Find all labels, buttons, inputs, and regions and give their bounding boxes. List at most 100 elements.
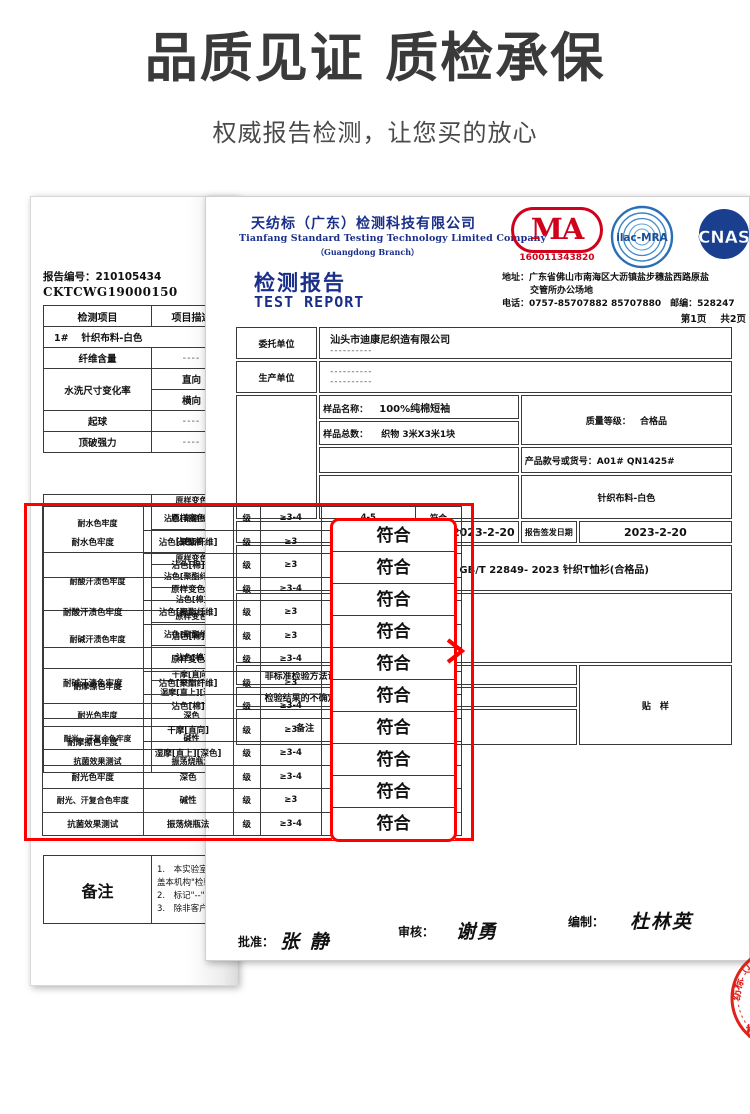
- test-unit: 级: [232, 576, 261, 601]
- cma-logo: MA 160011343820: [511, 207, 603, 269]
- quality-label: 质量等级：: [585, 416, 631, 427]
- test-unit: 级: [232, 529, 261, 554]
- table-row: 1# 针织布料-白色: [43, 326, 232, 348]
- test-group-label: 抗菌效果测试: [42, 811, 144, 836]
- sample-count-value: 织物 3米X3米1块: [381, 429, 456, 440]
- verdict-overlay-item: 符合: [332, 744, 455, 776]
- ilac-mra-icon: ilac-MRA: [610, 205, 674, 269]
- client-dash: ----------: [330, 345, 373, 356]
- ilac-mra-logo: ilac-MRA: [610, 205, 674, 269]
- test-unit: 级: [232, 764, 261, 789]
- test-sub-item: 深色: [142, 764, 234, 789]
- left-items-table: 检测项目 项目描述 1# 针织布料-白色 纤维含量 ---- 水洗尺寸变化率 直…: [43, 305, 232, 453]
- company-branch-en: （Guangdong Branch）: [316, 247, 420, 257]
- test-standard: ≥3-4: [259, 506, 322, 531]
- test-sub-item: 沾色[棉]: [142, 623, 234, 648]
- test-unit: 级: [232, 553, 261, 578]
- remark-note-3: 2. 标记"--"的测: [157, 890, 222, 901]
- table-row-sample-count: 样品总数： 织物 3米X3米1块: [236, 421, 732, 445]
- annotation-arrow-icon: [446, 638, 470, 664]
- address-line-2: 交管所办公场地: [530, 286, 594, 296]
- quality-grade-cell: 质量等级： 合格品: [520, 395, 732, 445]
- page-current: 第1页: [680, 314, 707, 325]
- cma-logo-text: MA: [530, 212, 585, 246]
- test-unit: 级: [232, 694, 261, 719]
- left-remark-table: 备注 1. 本实验室根据 盖本机构"检验检 2. 标记"--"的测 3. 除非客…: [43, 855, 232, 924]
- report-title-en: TEST REPORT: [254, 293, 365, 311]
- verdict-overlay-item: 符合: [332, 520, 455, 552]
- test-group-label: 耐摩擦色牢度: [42, 717, 144, 766]
- prepare-signature: 杜林英: [630, 911, 694, 933]
- test-sub-item: 沾色[聚酯纤维]: [142, 600, 234, 625]
- left-report-number-value: 210105434: [95, 271, 162, 283]
- test-standard: ≥3: [259, 600, 322, 625]
- test-sub-item: 沾色[聚酯纤维]: [142, 529, 234, 554]
- test-standard: ≥3: [259, 553, 322, 578]
- company-address-block: 地址：广东省佛山市南海区大沥镇盐步穗盐西路原盐 交管所办公场地 电话：0757-…: [502, 272, 750, 311]
- table-row: 水洗尺寸变化率 直向: [43, 368, 232, 411]
- cnas-logo: CNAS: [684, 207, 750, 265]
- cma-certificate-number: 160011343820: [519, 253, 595, 263]
- approve-signature: 张 静: [280, 931, 331, 953]
- sample-name-label: 样品名称：: [323, 404, 369, 415]
- model-label: 产品款号或货号：: [524, 456, 597, 467]
- test-sub-item: 沾色[棉]: [142, 694, 234, 719]
- test-sub-item: 沾色[棉]: [142, 553, 234, 578]
- prepare-label: 编制：: [568, 915, 605, 929]
- test-sub-item: 原样变色: [142, 506, 234, 531]
- col-header-item: 检测项目: [43, 305, 152, 327]
- spacer-cell: [236, 395, 318, 519]
- verdict-overlay-item: 符合: [332, 584, 455, 616]
- test-unit: 级: [232, 741, 261, 766]
- left-report-code: CKTCWG19000150: [43, 285, 178, 299]
- test-unit: 级: [232, 647, 261, 672]
- table-row-sample: 样品名称： 100%纯棉短袖 质量等级： 合格品: [236, 395, 732, 519]
- hero-banner: 品质见证 质检承保 权威报告检测，让您买的放心: [0, 0, 750, 175]
- row-label-fiber: 纤维含量: [43, 347, 152, 369]
- test-sub-item: 原样变色: [142, 576, 234, 601]
- verdict-overlay-item: 符合: [332, 680, 455, 712]
- address-text-1: 广东省佛山市南海区大沥镇盐步穗盐西路原盐: [529, 273, 710, 283]
- test-group-label: 耐光色牢度: [42, 764, 144, 789]
- quality-value: 合格品: [639, 416, 667, 427]
- test-unit: 级: [232, 670, 261, 695]
- remark-note-2: 盖本机构"检验检: [157, 877, 221, 888]
- test-standard: ≥3: [259, 529, 322, 554]
- table-row: 顶破强力 ----: [43, 431, 232, 453]
- test-standard: ≥3-4: [259, 576, 322, 601]
- remark-note-4: 3. 除非客户要求: [157, 903, 225, 914]
- remark-label: 备注: [43, 855, 152, 924]
- issue-date-value: 2023-2-20: [578, 521, 732, 543]
- test-unit: 级: [232, 600, 261, 625]
- page-title: 品质见证 质检承保: [144, 28, 606, 89]
- model-cell: 产品款号或货号：A01# QN1425#: [520, 447, 732, 473]
- report-title-cn: 检测报告: [254, 271, 346, 295]
- issue-date-label: 报告签发日期: [520, 521, 577, 543]
- test-sub-item: 干摩[直向]: [142, 717, 234, 742]
- test-standard: ≥3-4: [259, 741, 322, 766]
- test-sub-item: 湿摩[直上][深色]: [142, 741, 234, 766]
- producer-dash-2: ----------: [330, 377, 373, 387]
- svg-text:CNAS: CNAS: [698, 228, 750, 248]
- svg-text:检测专用章: 检测专用章: [746, 1023, 750, 1040]
- test-standard: ≥3-4: [259, 764, 322, 789]
- client-value: 汕头市迪康尼织造有限公司 ----------: [319, 327, 732, 359]
- cma-ring-icon: [511, 207, 603, 253]
- company-name-en: Tianfang Standard Testing Technology Lim…: [239, 233, 547, 244]
- table-row: 起球 ----: [43, 410, 232, 432]
- address-label: 地址：: [502, 273, 530, 283]
- sample-name-value: 100%纯棉短袖: [379, 403, 451, 415]
- test-group-label: 耐光、汗复合色牢度: [42, 788, 144, 813]
- row-label-shrinkage: 水洗尺寸变化率: [43, 368, 152, 411]
- test-standard: ≥3-4: [259, 694, 322, 719]
- test-unit: 级: [232, 506, 261, 531]
- material-value: 针织布料-白色: [520, 475, 732, 519]
- verdict-overlay-item: 符合: [332, 648, 455, 680]
- client-label: 委托单位: [236, 327, 318, 359]
- producer-label: 生产单位: [236, 361, 318, 393]
- verdict-overlay-list: 符合 符合 符合 符合 符合 符合 符合 符合 符合 符合: [332, 520, 455, 840]
- verdict-overlay-item: 符合: [332, 712, 455, 744]
- test-unit: 级: [232, 717, 261, 742]
- arrow-right-icon: [446, 638, 466, 664]
- test-standard: ≥3-4: [259, 647, 322, 672]
